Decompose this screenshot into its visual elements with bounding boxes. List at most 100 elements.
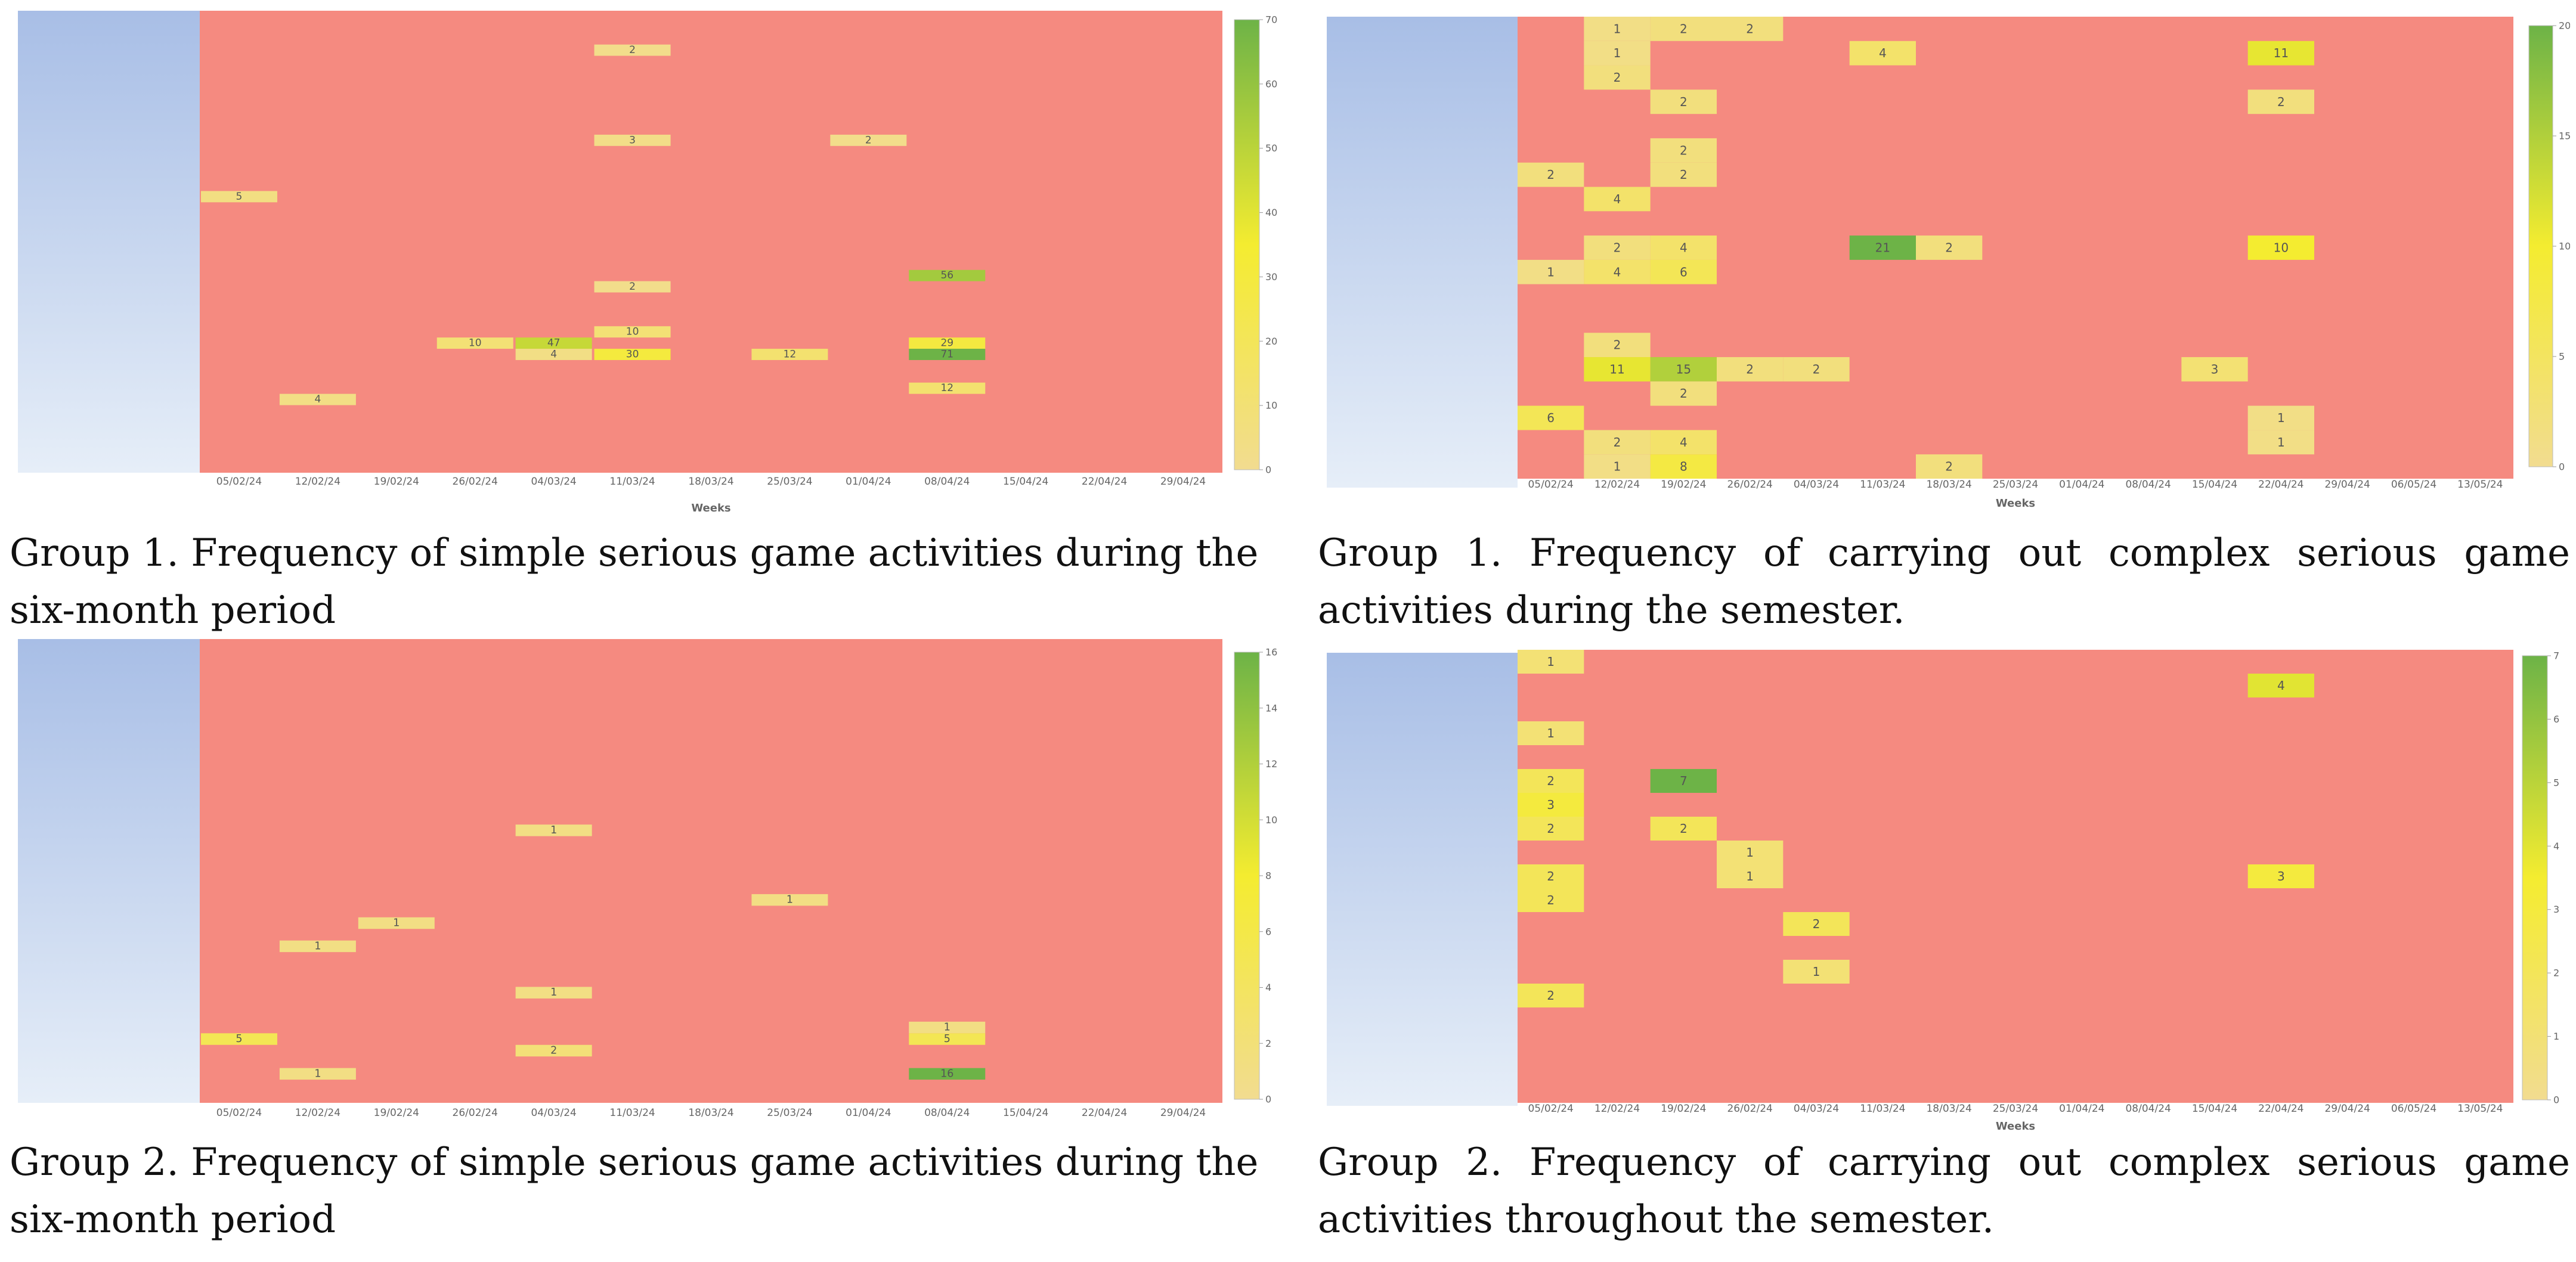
heatmap-cell <box>436 337 513 349</box>
x-tick-label: 26/02/24 <box>453 1107 498 1119</box>
cell-value-label: 4 <box>1680 435 1688 449</box>
heatmap-cell <box>1650 259 1717 284</box>
heatmap-cell <box>594 44 671 56</box>
heatmap-cell <box>1584 235 1651 260</box>
heatmap-cell <box>515 987 592 999</box>
heatmap-cell <box>1518 864 1584 888</box>
x-tick-label: 22/04/24 <box>2258 479 2303 491</box>
x-axis-title: Weeks <box>1996 497 2035 510</box>
colorbar <box>2528 25 2553 467</box>
row-label-sidebar <box>1327 17 1518 488</box>
colorbar-tick-label: 30 <box>1265 271 1277 283</box>
cell-value-label: 8 <box>1680 460 1688 474</box>
heatmap-cell <box>1584 333 1651 358</box>
caption-group1-complex: Group 1. Frequency of carrying out compl… <box>1318 531 2570 632</box>
cell-value-label: 5 <box>236 1033 242 1045</box>
cell-value-label: 4 <box>1879 46 1887 60</box>
caption-group2-complex: Group 2. Frequency of carrying out compl… <box>1318 1140 2570 1242</box>
cell-value-label: 1 <box>2277 435 2285 449</box>
heatmap-cell <box>1783 357 1850 382</box>
colorbar-tick-label: 12 <box>1265 758 1277 770</box>
heatmap-cell <box>1650 769 1717 793</box>
heatmap-cell <box>1518 793 1584 817</box>
heatmap-cell <box>1717 864 1784 888</box>
heatmap-cell <box>200 191 277 203</box>
heatmap-cell <box>1650 381 1717 406</box>
heatmap-cell <box>358 917 435 929</box>
heatmap-cell <box>515 349 592 360</box>
colorbar-tick-label: 4 <box>1265 982 1271 993</box>
colorbar-tick-label: 5 <box>2559 351 2565 362</box>
cell-value-label: 1 <box>1614 21 1621 36</box>
cell-value-label: 2 <box>1614 338 1621 352</box>
heatmap-cell <box>1518 721 1584 745</box>
cell-value-label: 2 <box>865 134 872 146</box>
cell-value-label: 1 <box>1614 460 1621 474</box>
heatmap-cell <box>1916 454 1983 479</box>
cell-value-label: 2 <box>1680 821 1688 836</box>
x-tick-label: 18/03/24 <box>1926 1103 1971 1115</box>
heatmap-cell <box>2247 864 2314 888</box>
heatmap-cell <box>1518 769 1584 793</box>
heatmap-group1-simple: 2 3 2 5 56 2 10 10 47 29 4 30 12 71 12 4 05/02/24 12/02/2… <box>18 11 1282 525</box>
cell-value-label: 4 <box>1614 265 1621 279</box>
x-tick-label: 19/02/24 <box>1661 479 1706 491</box>
heatmap-cell <box>909 269 986 281</box>
cell-value-label: 2 <box>1746 362 1754 376</box>
heatmap-cell <box>1584 259 1651 284</box>
cell-value-label: 71 <box>940 349 953 361</box>
x-tick-label: 15/04/24 <box>1003 1107 1048 1119</box>
heatmap-group2-complex: 1 4 1 2 7 3 2 2 1 2 1 3 2 2 1 2 05/02/24 12/02/24 19/02/24… <box>1327 644 2570 1134</box>
x-tick-label: 26/02/24 <box>1727 1103 1772 1115</box>
cell-value-label: 2 <box>1614 70 1621 85</box>
x-tick-label: 12/02/24 <box>295 1107 340 1119</box>
heatmap-cell <box>1650 817 1717 841</box>
x-tick-label: 01/04/24 <box>846 476 891 488</box>
cell-value-label: 30 <box>626 349 639 361</box>
cell-value-label: 4 <box>550 349 557 361</box>
x-tick-label: 06/05/24 <box>2391 479 2436 491</box>
cell-value-label: 10 <box>626 326 639 338</box>
x-tick-label: 08/04/24 <box>924 476 970 488</box>
heatmap-cell <box>1518 405 1584 430</box>
cell-value-label: 12 <box>784 349 797 361</box>
cell-value-label: 21 <box>1875 241 1890 255</box>
x-tick-label: 18/03/24 <box>688 476 733 488</box>
heatmap-background <box>200 11 1222 473</box>
heatmap-cell <box>1849 235 1916 260</box>
colorbar-tick-label: 20 <box>1265 336 1277 347</box>
heatmap-cell <box>594 326 671 338</box>
colorbar-tick-label: 2 <box>1265 1038 1271 1049</box>
cell-value-label: 2 <box>1680 95 1688 109</box>
cell-value-label: 5 <box>944 1033 950 1045</box>
x-tick-label: 06/05/24 <box>2391 1103 2436 1115</box>
cell-value-label: 1 <box>550 987 557 999</box>
cell-value-label: 1 <box>1746 869 1754 883</box>
x-tick-label: 05/02/24 <box>216 476 262 488</box>
heatmap-cell <box>1518 259 1584 284</box>
x-tick-label: 19/02/24 <box>1661 1103 1706 1115</box>
heatmap-cell <box>1584 454 1651 479</box>
cell-value-label: 2 <box>1614 241 1621 255</box>
heatmap-cell <box>2247 41 2314 66</box>
cell-value-label: 10 <box>2274 241 2289 255</box>
heatmap-cell <box>515 824 592 836</box>
x-tick-label: 01/04/24 <box>2059 479 2104 491</box>
cell-value-label: 2 <box>1547 774 1555 788</box>
colorbar-tick-label: 0 <box>2553 1094 2559 1106</box>
cell-value-label: 10 <box>469 337 482 349</box>
heatmap-cell <box>830 134 907 146</box>
cell-value-label: 2 <box>1680 143 1688 157</box>
colorbar-tick-label: 2 <box>2553 968 2559 979</box>
x-tick-label: 22/04/24 <box>2258 1103 2303 1115</box>
cell-value-label: 3 <box>2277 869 2285 883</box>
cell-value-label: 1 <box>2277 411 2285 425</box>
cell-value-label: 11 <box>1609 362 1624 376</box>
cell-value-label: 16 <box>940 1068 953 1080</box>
heatmap-cell <box>594 349 671 360</box>
colorbar-tick-label: 5 <box>2553 777 2559 788</box>
cell-value-label: 6 <box>1547 411 1555 425</box>
cell-value-label: 1 <box>1547 726 1555 740</box>
cell-value-label: 4 <box>314 393 321 405</box>
heatmap-cell <box>2247 405 2314 430</box>
